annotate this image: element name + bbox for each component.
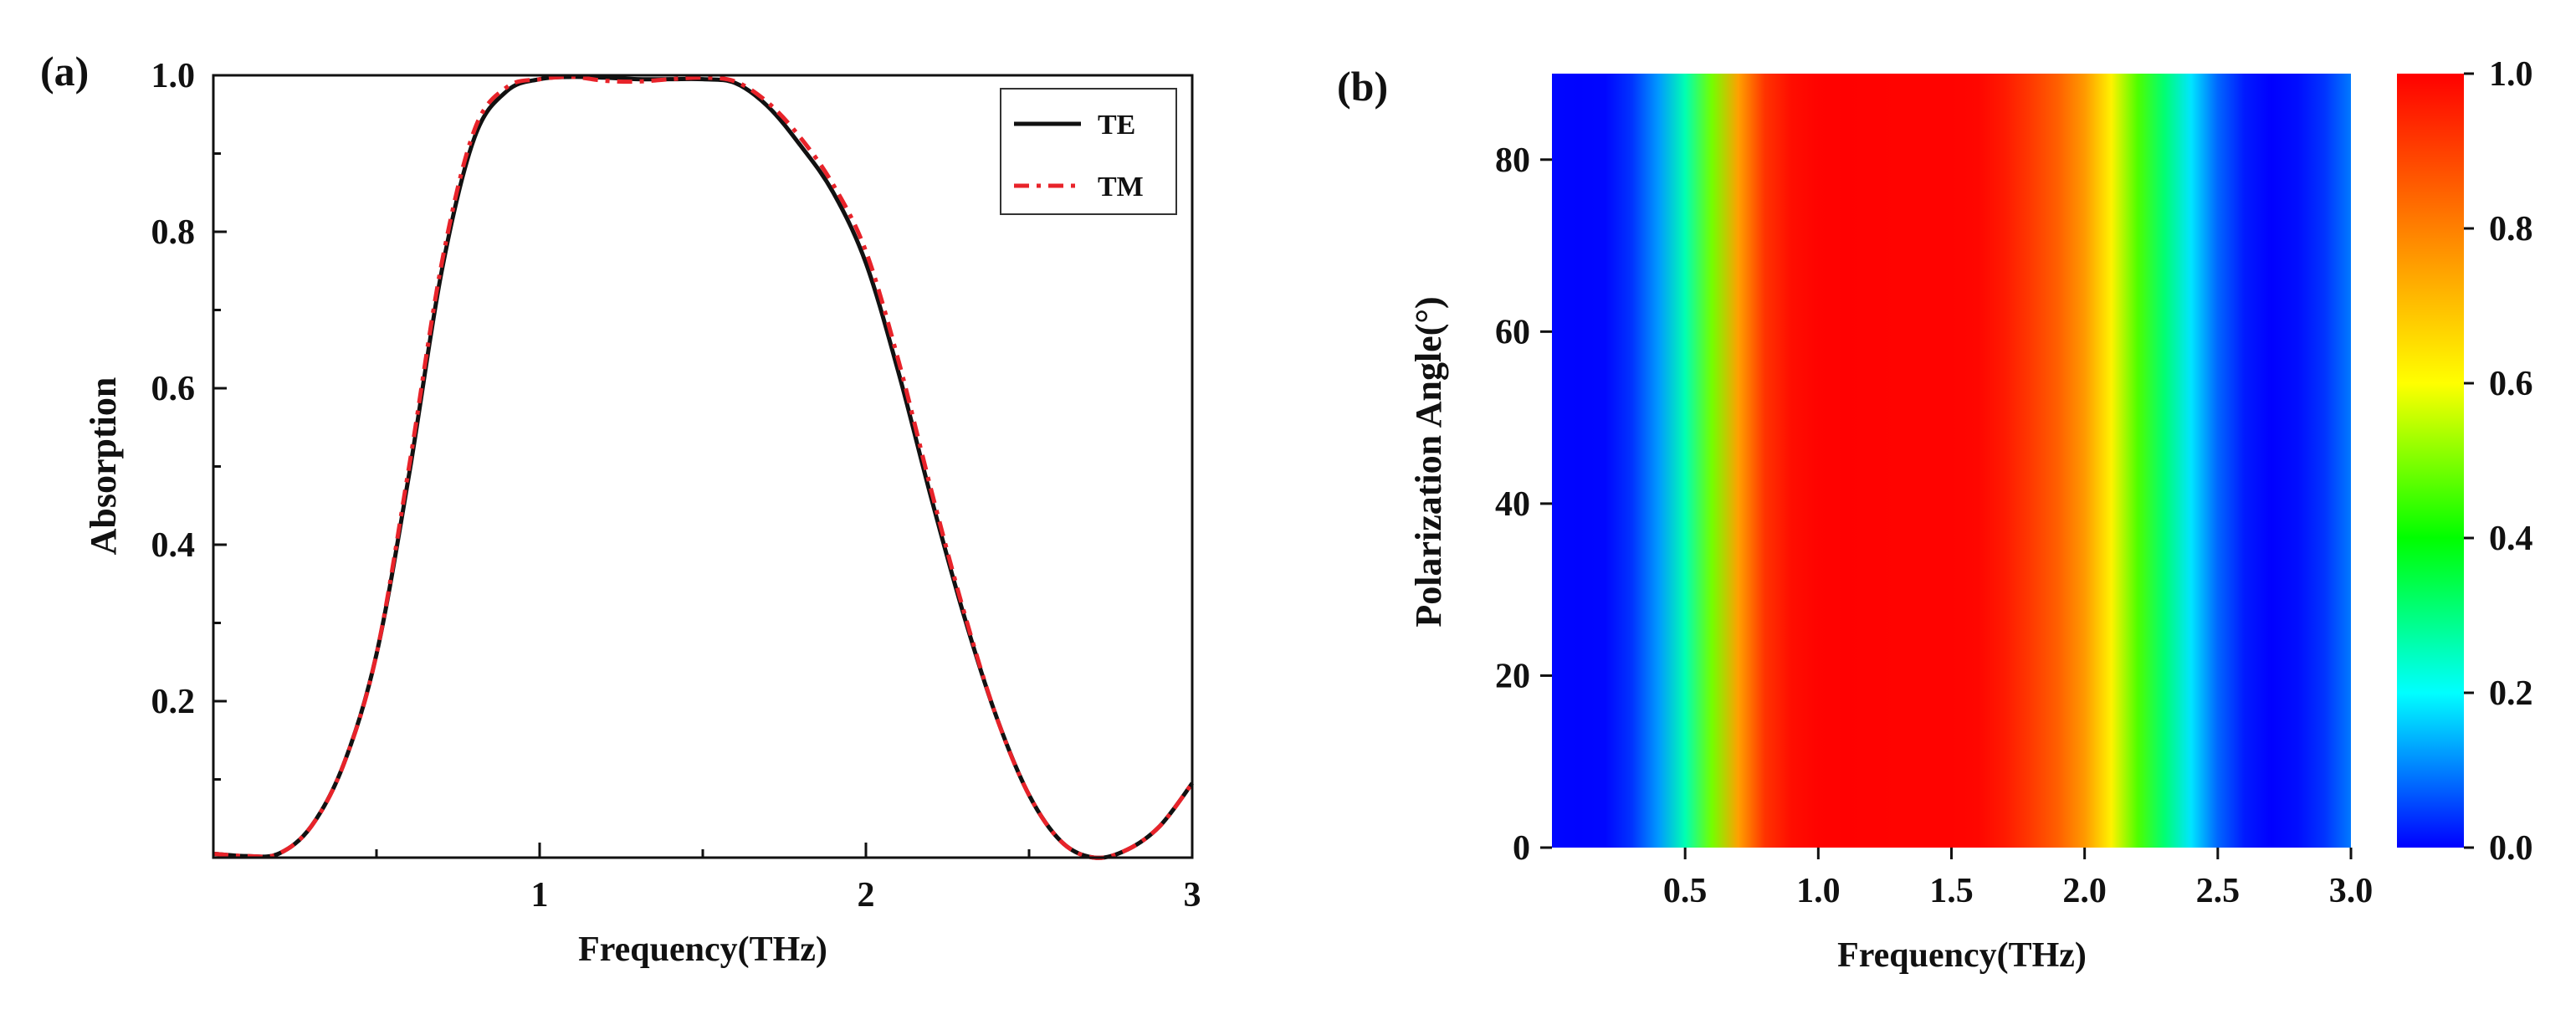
colorbar-tick-label: 0.4 [2489, 520, 2533, 558]
panel-a-curves [213, 74, 1194, 860]
panel-b-x-ticks: 0.5 1.0 1.5 2.0 2.5 3.0 [1663, 848, 2373, 910]
y-tick-label: 80 [1495, 141, 1530, 180]
colorbar-tick-label: 0.2 [2489, 674, 2533, 713]
x-tick-label: 1.0 [1796, 872, 1841, 910]
y-tick-label: 0 [1513, 829, 1530, 868]
x-tick-label: 2.5 [2196, 872, 2241, 910]
panel-b-label: (b) [1337, 63, 1388, 110]
colorbar-tick-label: 0.6 [2489, 365, 2533, 403]
legend-te-label: TE [1098, 110, 1135, 141]
colorbar [2397, 74, 2464, 848]
x-tick-label: 0.5 [1663, 872, 1708, 910]
panel-b-x-axis-label: Frequency(THz) [1837, 936, 2087, 975]
colorbar-tick-label: 1.0 [2489, 55, 2533, 94]
x-tick-label: 3 [1184, 876, 1201, 915]
panel-a-x-axis-label: Frequency(THz) [578, 930, 827, 969]
legend-tm-label: TM [1098, 172, 1144, 202]
y-tick-label: 0.2 [151, 683, 196, 721]
panel-b-y-axis-label: Polarization Angle(°) [1408, 296, 1449, 627]
panel-b-y-ticks: 0 20 40 60 80 [1495, 141, 1552, 868]
x-tick-label: 2 [858, 876, 875, 915]
colorbar-ticks: 0.0 0.2 0.4 0.6 0.8 1.0 [2464, 55, 2533, 868]
panel-a-label: (a) [40, 48, 89, 95]
panel-a-x-ticks: 1 2 3 [375, 843, 1201, 915]
panel-a-y-axis-label: Absorption [83, 377, 124, 556]
colorbar-tick-label: 0.8 [2489, 210, 2533, 249]
panel-a-absorption-chart: (a) 1 2 3 0.2 0.4 0.6 0.8 1.0 Frequency(THz) A… [40, 48, 1201, 969]
y-tick-label: 60 [1495, 313, 1530, 351]
x-tick-label: 1 [531, 876, 549, 915]
heatmap-field [1552, 74, 2351, 848]
y-tick-label: 0.6 [151, 370, 196, 408]
panel-a-y-ticks: 0.2 0.4 0.6 0.8 1.0 [151, 57, 227, 781]
y-tick-label: 1.0 [151, 57, 196, 95]
series-line-tm [213, 74, 1194, 860]
panel-a-legend: TE TM [1000, 88, 1177, 215]
y-tick-label: 0.8 [151, 213, 196, 252]
legend-box [1000, 88, 1177, 215]
y-tick-label: 40 [1495, 485, 1530, 524]
x-tick-label: 3.0 [2329, 872, 2374, 910]
y-tick-label: 20 [1495, 657, 1530, 695]
x-tick-label: 1.5 [1929, 872, 1974, 910]
y-tick-label: 0.4 [151, 526, 196, 565]
colorbar-tick-label: 0.0 [2489, 829, 2533, 868]
panel-b-polarization-heatmap: (b) 0.5 1.0 1.5 2.0 2.5 3.0 0 20 40 60 80 Frequen… [1337, 55, 2533, 975]
x-tick-label: 2.0 [2062, 872, 2107, 910]
